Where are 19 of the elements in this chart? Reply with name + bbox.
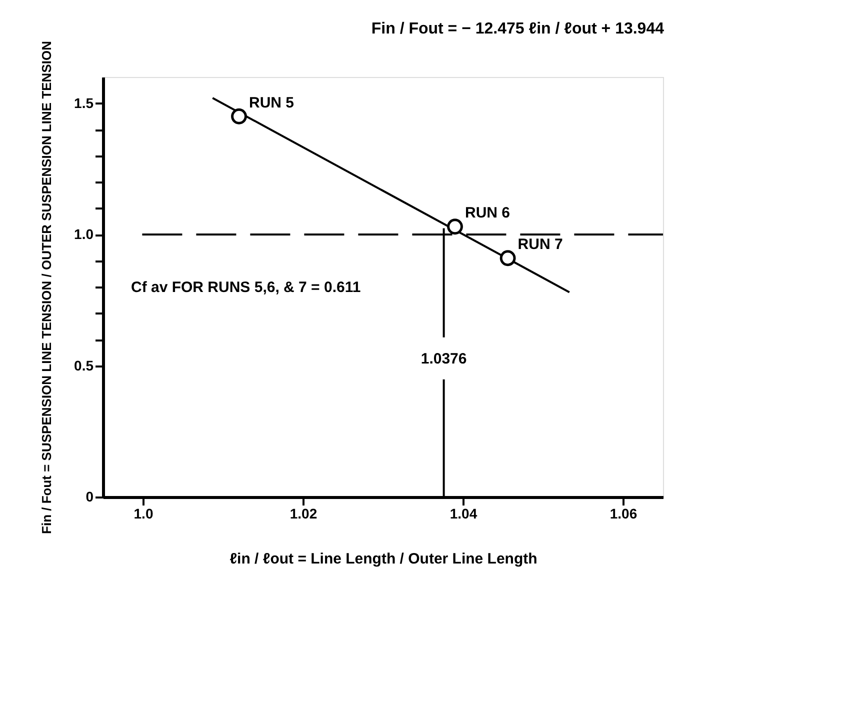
point [231, 108, 247, 124]
x-tick-label: 1.02 [290, 506, 318, 522]
annotation: RUN 7 [518, 236, 563, 254]
chart-title: Fin / Fout = − 12.475 ℓin / ℓout + 13.944 [371, 20, 664, 38]
point [500, 250, 516, 266]
annotation: RUN 5 [249, 94, 294, 112]
ref-line-label: 1.0376 [420, 350, 467, 368]
y-tick-label: 0 [86, 488, 94, 504]
y-tick-label: 1.5 [74, 94, 94, 111]
x-tick-label: 1.04 [450, 506, 478, 522]
x-axis-title: ℓin / ℓout = Line Length / Outer Line Length [230, 550, 538, 568]
point [447, 218, 463, 235]
annotation: Cf av FOR RUNS 5,6, & 7 = 0.611 [131, 279, 361, 296]
annotation: RUN 6 [465, 204, 510, 222]
y-tick-label: 0.5 [74, 357, 94, 374]
x-tick-label: 1.0 [134, 506, 154, 522]
x-tick-label: 1.06 [610, 506, 638, 522]
y-axis-title: Fin / Fout = SUSPENSION LINE TENSION / OUTER SUSPENSION LINE TENSION [39, 41, 54, 534]
y-tick-label: 1.0 [74, 226, 94, 242]
